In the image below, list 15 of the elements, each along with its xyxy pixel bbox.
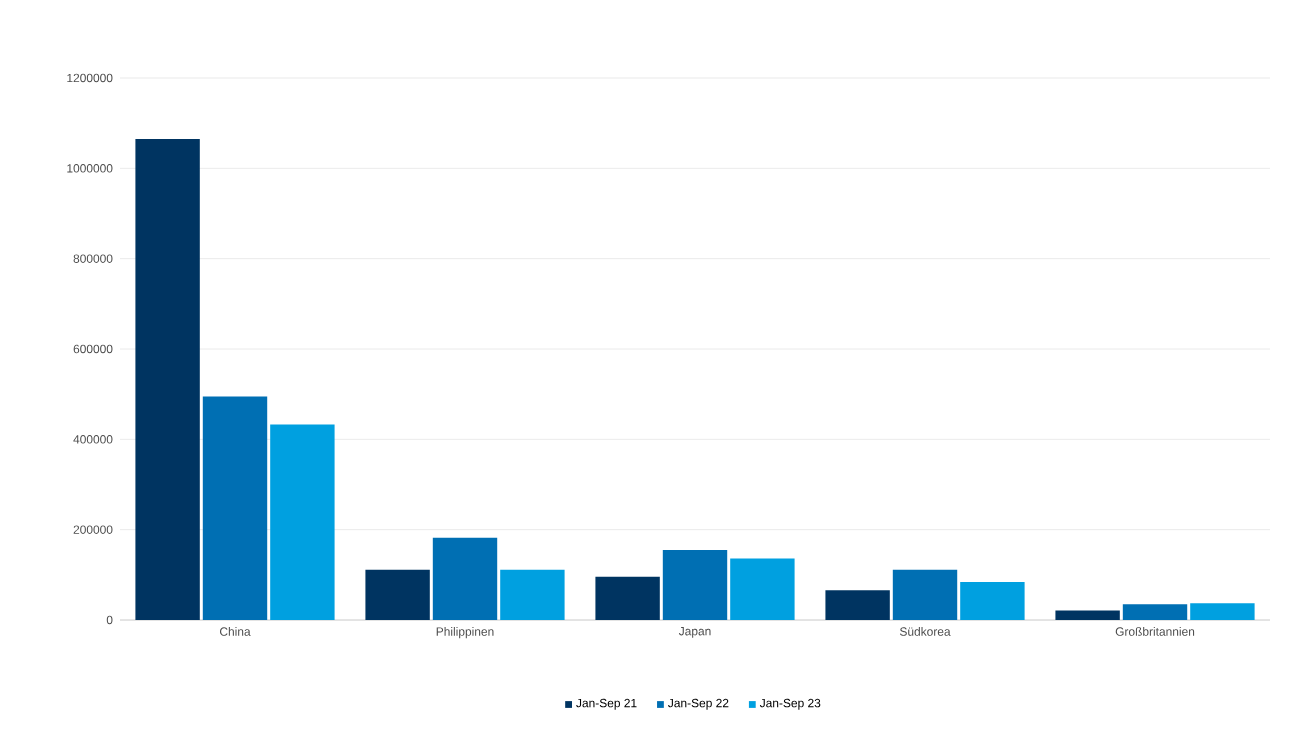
bar xyxy=(270,424,335,620)
bar xyxy=(1190,603,1255,620)
bar xyxy=(730,558,795,620)
bar xyxy=(960,582,1025,620)
bar xyxy=(892,569,958,620)
bar xyxy=(135,138,200,620)
bar xyxy=(662,549,728,620)
bar xyxy=(365,569,430,620)
bar xyxy=(432,537,498,620)
bar xyxy=(595,576,660,620)
bar xyxy=(825,590,890,620)
bar xyxy=(1055,610,1120,620)
bar xyxy=(500,569,565,620)
bar xyxy=(202,396,268,620)
bar xyxy=(1122,604,1188,620)
